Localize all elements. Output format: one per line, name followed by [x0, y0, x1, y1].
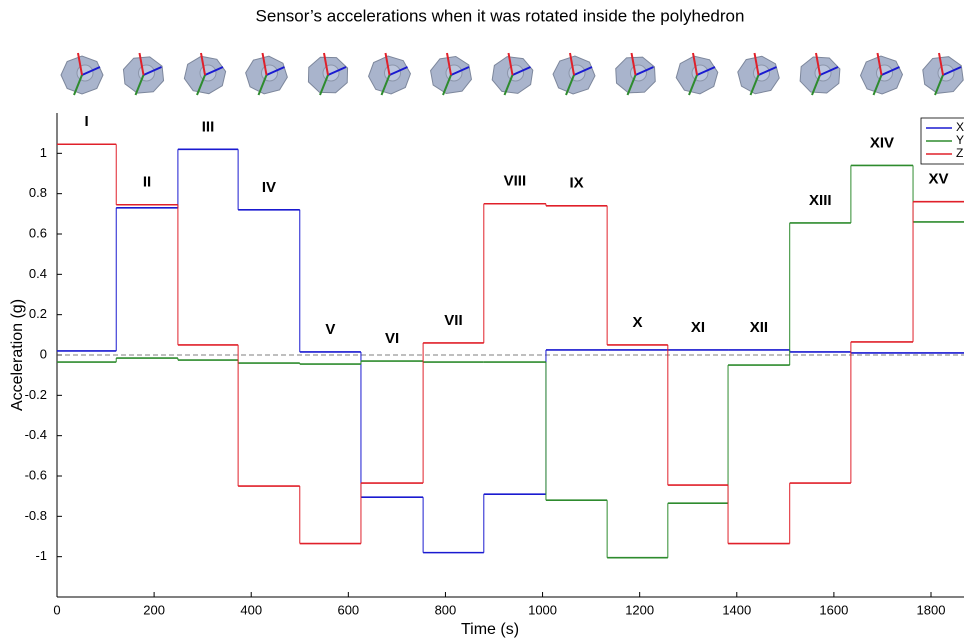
- segment-label: V: [325, 321, 335, 338]
- segment-label: II: [143, 174, 151, 191]
- legend-label: X: [956, 120, 964, 134]
- y-tick-label: 0.2: [29, 306, 47, 321]
- y-tick-label: 0.8: [29, 185, 47, 200]
- segment-label: IX: [569, 175, 583, 192]
- x-tick-label: 0: [53, 602, 60, 617]
- segment-label: III: [202, 118, 215, 135]
- x-axis-label: Time (s): [461, 621, 519, 638]
- y-tick-label: 0.4: [29, 266, 47, 281]
- segment-label: XV: [929, 171, 949, 188]
- polyhedron-icons: [61, 53, 963, 95]
- segment-label: VIII: [504, 173, 527, 190]
- segment-label: VII: [444, 312, 462, 329]
- y-tick-label: 0: [40, 346, 47, 361]
- segment-label: XI: [691, 319, 705, 336]
- x-tick-label: 1000: [528, 602, 557, 617]
- x-tick-label: 600: [337, 602, 359, 617]
- x-tick-label: 200: [143, 602, 165, 617]
- y-tick-label: 1: [40, 145, 47, 160]
- legend-label: Z: [956, 146, 963, 160]
- y-tick-label: -0.4: [25, 427, 47, 442]
- y-tick-label: -0.6: [25, 467, 47, 482]
- x-tick-label: 1600: [819, 602, 848, 617]
- x-tick-label: 1800: [917, 602, 946, 617]
- y-tick-label: -0.2: [25, 387, 47, 402]
- y-tick-label: -0.8: [25, 508, 47, 523]
- segment-label: X: [632, 314, 642, 331]
- y-tick-label: 0.6: [29, 225, 47, 240]
- x-tick-label: 1200: [625, 602, 654, 617]
- y-tick-label: -1: [35, 548, 47, 563]
- x-tick-label: 400: [240, 602, 262, 617]
- chart: Sensor’s accelerations when it was rotat…: [0, 0, 964, 640]
- segment-label: I: [85, 113, 89, 130]
- x-tick-label: 1400: [722, 602, 751, 617]
- legend-label: Y: [956, 133, 964, 147]
- segment-label: XIII: [809, 192, 832, 209]
- segment-label: IV: [262, 179, 276, 196]
- segment-label: XII: [750, 319, 768, 336]
- segment-label: VI: [385, 330, 399, 347]
- chart-title: Sensor’s accelerations when it was rotat…: [256, 6, 745, 25]
- segment-label: XIV: [870, 134, 894, 151]
- x-tick-label: 800: [435, 602, 457, 617]
